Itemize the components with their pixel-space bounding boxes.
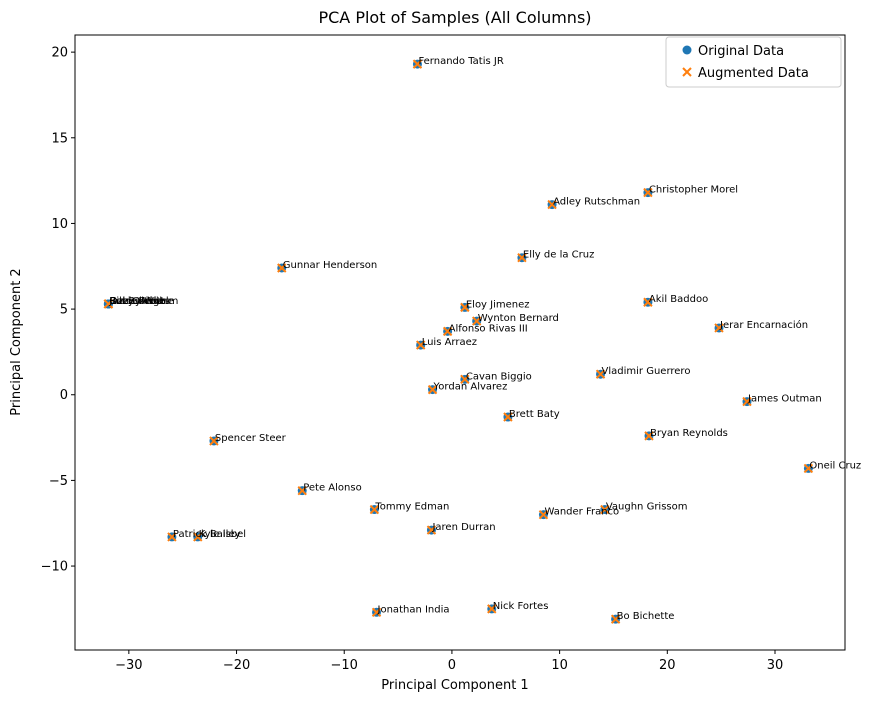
y-tick-label: −10 bbox=[41, 560, 68, 575]
point-label: Bryan Reynolds bbox=[650, 428, 728, 439]
y-tick-label: 15 bbox=[51, 131, 68, 146]
augmented-data-point bbox=[595, 369, 606, 379]
point-label: Oneil Cruz bbox=[809, 460, 861, 471]
y-axis-label: Principal Component 2 bbox=[9, 268, 24, 415]
y-tick-label: −5 bbox=[49, 474, 68, 489]
x-axis-label: Principal Component 1 bbox=[381, 678, 528, 693]
point-label: Fernando Tatis JR bbox=[418, 56, 503, 67]
point-label: Tommy Edman bbox=[374, 502, 449, 513]
augmented-data-point bbox=[487, 604, 497, 614]
augmented-data-point bbox=[369, 504, 380, 515]
y-axis-ticks: −10 −5 0 5 10 15 20 bbox=[41, 46, 75, 575]
point-label: Wander Franco bbox=[544, 507, 619, 518]
x-tick-label: 30 bbox=[767, 658, 784, 673]
augmented-data-point bbox=[600, 504, 610, 515]
augmented-data-point bbox=[547, 199, 557, 210]
point-label: Patrick Bailey bbox=[173, 529, 241, 540]
point-label: Jonathan India bbox=[377, 604, 450, 615]
augmented-data-point bbox=[427, 384, 438, 395]
augmented-data-point bbox=[742, 396, 752, 407]
point-label: Wynton Bernard bbox=[478, 313, 559, 324]
augmented-data-point bbox=[460, 302, 470, 313]
point-label: Pete Alonso bbox=[303, 483, 361, 494]
augmented-data-point bbox=[167, 532, 177, 542]
augmented-data-point bbox=[714, 323, 724, 333]
augmented-data-point bbox=[371, 607, 382, 618]
point-label: Cal Raleigh bbox=[109, 296, 165, 307]
point-label: Luis Arraez bbox=[422, 337, 477, 348]
legend-marker-original bbox=[682, 45, 692, 55]
legend-box bbox=[665, 36, 842, 88]
legend-label-augmented: Augmented Data bbox=[698, 66, 809, 81]
augmented-data-point bbox=[415, 340, 426, 350]
legend-label-original: Original Data bbox=[698, 44, 784, 59]
point-label: Christopher Morel bbox=[649, 185, 738, 196]
point-label: Vaughn Grissom bbox=[606, 502, 688, 513]
augmented-data-point bbox=[460, 374, 470, 385]
point-label: Riley Greene bbox=[109, 296, 173, 307]
point-label: Gunnar Henderson bbox=[283, 260, 377, 271]
point-label: Nick Fortes bbox=[493, 601, 549, 612]
point-labels-layer: Fernando Tatis JR Christopher Morel Adley … bbox=[108, 56, 861, 622]
point-label: Ozzie Albies bbox=[109, 296, 170, 307]
point-label: Elly de la Cruz bbox=[523, 250, 594, 261]
x-tick-label: −30 bbox=[115, 658, 142, 673]
point-label: Yordan Alvarez bbox=[433, 382, 508, 393]
augmented-data-point bbox=[643, 297, 653, 307]
point-label: Jaren Durran bbox=[431, 522, 495, 533]
chart-title: PCA Plot of Samples (All Columns) bbox=[318, 8, 591, 27]
point-label: Cavan Biggio bbox=[466, 371, 532, 382]
x-tick-label: 20 bbox=[659, 658, 676, 673]
augmented-data-point bbox=[209, 436, 219, 446]
augmented-data-point bbox=[538, 509, 549, 520]
point-label: Jazz Chisholm bbox=[108, 296, 178, 307]
point-label: Kyle Isbel bbox=[199, 529, 246, 540]
point-label: Akil Baddoo bbox=[649, 294, 708, 305]
augmented-data-point bbox=[517, 252, 527, 263]
point-label: Bobby Witt bbox=[109, 296, 164, 307]
augmented-data-point bbox=[503, 412, 513, 422]
point-label: James Outman bbox=[747, 394, 822, 405]
augmented-data-point bbox=[412, 59, 423, 69]
point-label: Eloy Jimenez bbox=[466, 299, 530, 310]
augmented-data-point bbox=[644, 431, 654, 441]
augmented-data-point bbox=[471, 316, 482, 326]
x-tick-label: −10 bbox=[331, 658, 358, 673]
legend-marker-augmented bbox=[682, 67, 692, 77]
x-axis-ticks: −30 −20 −10 0 10 20 30 bbox=[115, 650, 783, 673]
augmented-data-point bbox=[610, 614, 621, 624]
point-label: Brett Baty bbox=[509, 409, 560, 420]
point-label: Adley Rutschman bbox=[553, 197, 640, 208]
x-tick-label: 10 bbox=[551, 658, 568, 673]
augmented-data-point bbox=[193, 532, 203, 542]
legend: Original Data Augmented Data bbox=[665, 36, 842, 88]
augmented-data-point bbox=[103, 299, 114, 309]
augmented-data-point bbox=[426, 525, 437, 535]
x-tick-label: 0 bbox=[448, 658, 456, 673]
point-label: Jerar Encarnación bbox=[719, 319, 808, 331]
points-layer bbox=[103, 59, 814, 624]
augmented-data-point bbox=[442, 326, 453, 337]
augmented-data-point bbox=[277, 263, 287, 273]
y-tick-label: 20 bbox=[51, 46, 68, 61]
augmented-data-point bbox=[643, 187, 653, 198]
augmented-data-point bbox=[803, 463, 814, 474]
point-label: Vladimir Guerrero bbox=[602, 366, 691, 377]
y-tick-label: 0 bbox=[60, 388, 68, 403]
point-label: Alfonso Rivas III bbox=[449, 323, 528, 334]
y-tick-label: 10 bbox=[51, 217, 68, 232]
augmented-data-point bbox=[297, 485, 307, 496]
y-tick-label: 5 bbox=[60, 303, 68, 318]
plot-frame bbox=[74, 34, 846, 651]
point-label: Bo Bichette bbox=[617, 611, 675, 622]
x-tick-label: −20 bbox=[223, 658, 250, 673]
point-label: Spencer Steer bbox=[215, 433, 287, 444]
